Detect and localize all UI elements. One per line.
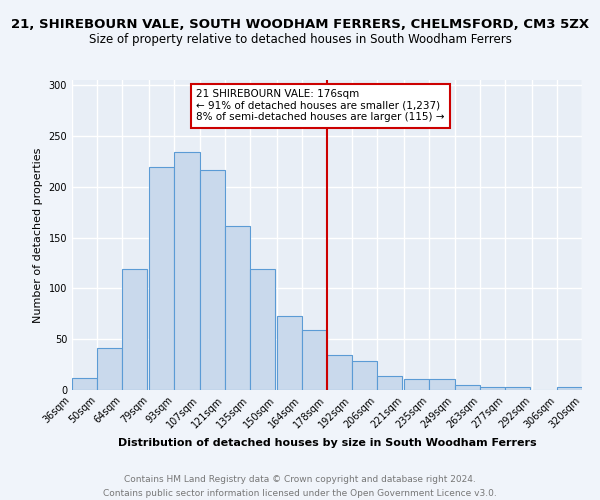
Bar [250,269,275,390]
Text: Contains HM Land Registry data © Crown copyright and database right 2024.
Contai: Contains HM Land Registry data © Crown c… [103,476,497,498]
Bar [72,378,97,390]
Bar [404,379,430,390]
Bar [277,316,302,390]
Y-axis label: Number of detached properties: Number of detached properties [33,148,43,322]
Bar [302,330,327,390]
Bar [97,348,122,390]
Bar [455,385,479,390]
Bar [505,387,530,390]
Bar [224,226,250,390]
Bar [175,152,199,390]
Bar [430,379,455,390]
Bar [479,387,505,390]
Text: 21, SHIREBOURN VALE, SOUTH WOODHAM FERRERS, CHELMSFORD, CM3 5ZX: 21, SHIREBOURN VALE, SOUTH WOODHAM FERRE… [11,18,589,30]
X-axis label: Distribution of detached houses by size in South Woodham Ferrers: Distribution of detached houses by size … [118,438,536,448]
Bar [149,168,175,390]
Bar [199,170,224,390]
Bar [352,360,377,390]
Bar [557,387,582,390]
Bar [327,356,352,390]
Bar [122,269,148,390]
Bar [377,376,403,390]
Text: Size of property relative to detached houses in South Woodham Ferrers: Size of property relative to detached ho… [89,32,511,46]
Text: 21 SHIREBOURN VALE: 176sqm
← 91% of detached houses are smaller (1,237)
8% of se: 21 SHIREBOURN VALE: 176sqm ← 91% of deta… [196,89,445,122]
